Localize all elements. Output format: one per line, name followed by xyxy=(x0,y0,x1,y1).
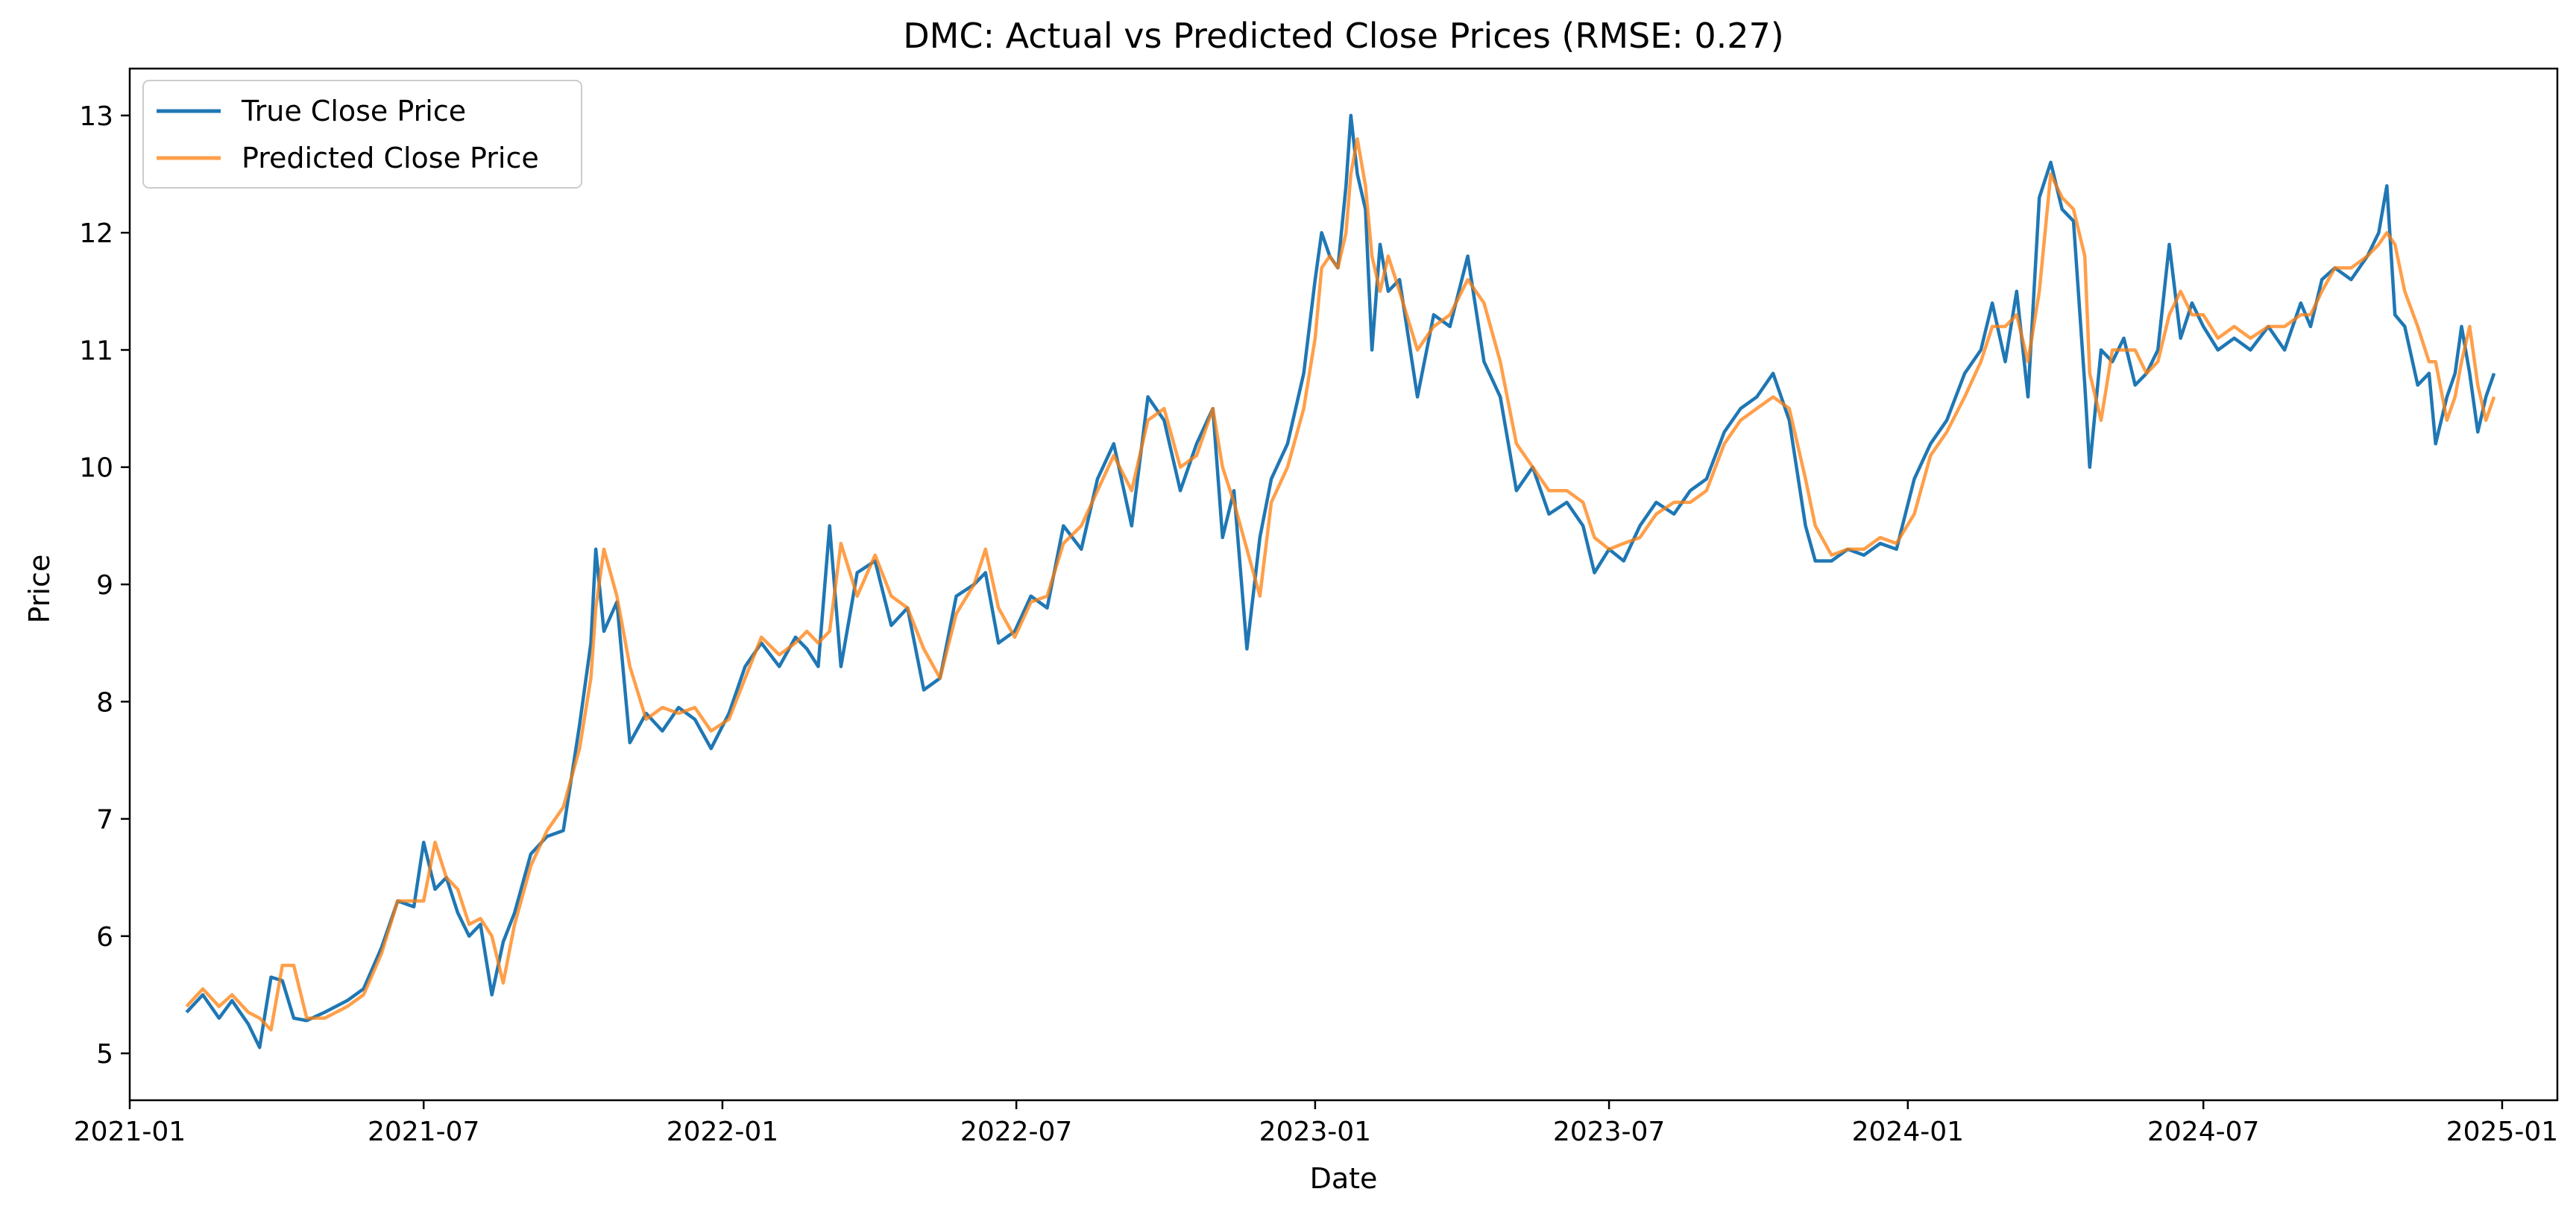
series-line-predicted-close xyxy=(185,137,2496,1032)
y-tick-label: 5 xyxy=(96,1039,113,1070)
x-tick-label: 2022-01 xyxy=(667,1117,778,1147)
y-tick-label: 6 xyxy=(96,922,113,953)
y-axis-label: Price xyxy=(23,555,56,624)
x-tick-label: 2024-07 xyxy=(2147,1117,2259,1147)
y-axis: 5 6 7 8 9 10 11 12 13 xyxy=(79,101,130,1070)
y-tick-label: 10 xyxy=(79,453,113,484)
legend-box xyxy=(142,80,582,189)
y-tick-label: 7 xyxy=(96,805,113,836)
x-tick-label: 2023-01 xyxy=(1259,1117,1371,1147)
series-line-true-close xyxy=(185,113,2496,1050)
legend-label-true-close: True Close Price xyxy=(241,95,466,127)
y-tick-label: 8 xyxy=(96,687,113,718)
x-tick-label: 2023-07 xyxy=(1553,1117,1665,1147)
x-tick-label: 2021-07 xyxy=(368,1117,479,1147)
x-axis-label: Date xyxy=(1310,1162,1378,1195)
x-tick-label: 2021-01 xyxy=(74,1117,186,1147)
y-tick-label: 9 xyxy=(96,570,113,601)
y-tick-label: 12 xyxy=(79,218,113,249)
legend: True Close Price Predicted Close Price xyxy=(142,80,582,189)
y-tick-label: 13 xyxy=(79,101,113,132)
x-tick-label: 2025-01 xyxy=(2446,1117,2558,1147)
series-layer xyxy=(185,113,2496,1050)
chart-title: DMC: Actual vs Predicted Close Prices (R… xyxy=(903,16,1784,56)
x-tick-label: 2024-01 xyxy=(1852,1117,1964,1147)
legend-label-predicted-close: Predicted Close Price xyxy=(242,142,539,174)
y-tick-label: 11 xyxy=(79,335,113,366)
x-axis: 2021-01 2021-07 2022-01 2022-07 2023-01 2023-… xyxy=(74,1100,2558,1147)
x-tick-label: 2022-07 xyxy=(960,1117,1072,1147)
